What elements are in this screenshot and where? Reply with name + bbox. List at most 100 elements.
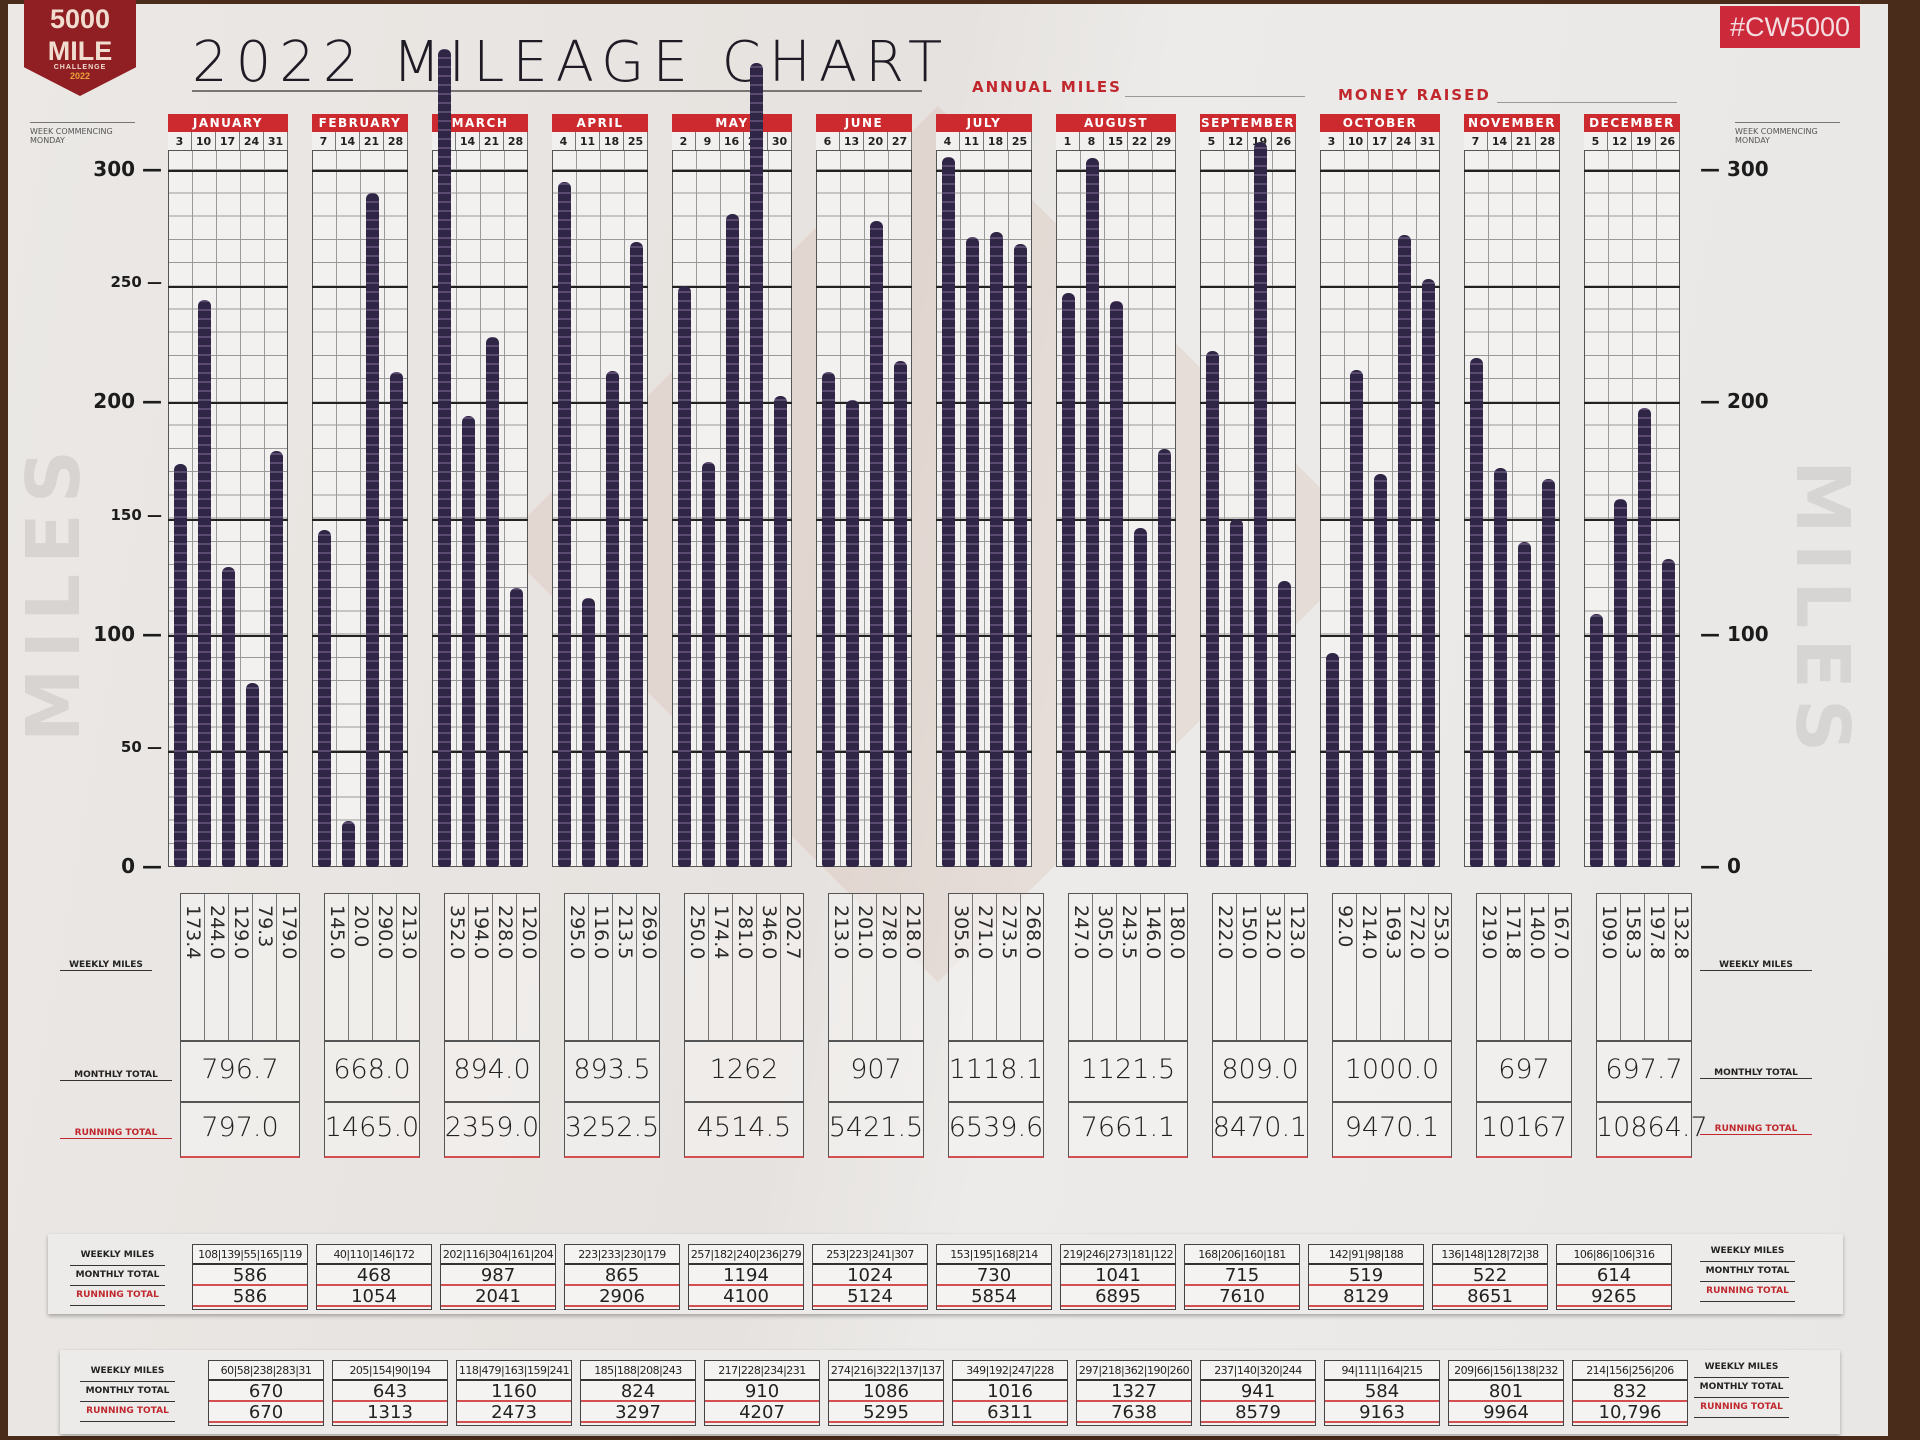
grid-major-line bbox=[936, 634, 1032, 637]
left-axis-tick-label: 150 — bbox=[110, 505, 162, 524]
label-weekly-miles: WEEKLY MILES bbox=[60, 960, 152, 971]
week-date-label: 14 bbox=[336, 132, 360, 151]
previous-running-total: 9265 bbox=[1557, 1286, 1671, 1307]
running-total-value: 1465.0 bbox=[324, 1112, 420, 1143]
previous-month-table: 40|110|146|172 468 1054 bbox=[316, 1244, 432, 1310]
weekly-miles-box bbox=[1476, 893, 1572, 1041]
weekly-mileage-bar bbox=[510, 588, 523, 867]
left-axis-tick-label: 0 — bbox=[121, 854, 162, 878]
previous-weekly-miles: 349|192|247|228 bbox=[953, 1361, 1067, 1381]
grid-major-line bbox=[1464, 518, 1560, 521]
previous-monthly-total: 832 bbox=[1573, 1381, 1687, 1402]
monthly-total-box bbox=[180, 1041, 300, 1102]
label-monthly-total-right: MONTHLY TOTAL bbox=[1694, 1378, 1789, 1398]
weekly-mileage-bar bbox=[246, 682, 259, 867]
previous-weekly-miles: 185|188|208|243 bbox=[581, 1361, 695, 1381]
week-date-label: 21 bbox=[1512, 132, 1536, 151]
previous-month-table: 168|206|160|181 715 7610 bbox=[1184, 1244, 1300, 1310]
weekly-mileage-bar bbox=[678, 286, 691, 867]
weekly-miles-value: 169.3 bbox=[1382, 905, 1404, 960]
week-date-label: 6 bbox=[816, 132, 840, 151]
weekly-mileage-bar bbox=[1518, 541, 1531, 867]
weekly-miles-value: 218.0 bbox=[902, 905, 924, 960]
weekly-miles-value: 243.5 bbox=[1118, 905, 1140, 960]
week-date-label: 26 bbox=[1272, 132, 1296, 151]
previous-monthly-total: 910 bbox=[705, 1381, 819, 1402]
previous-month-table: 205|154|90|194 643 1313 bbox=[332, 1360, 448, 1426]
weekly-miles-value: 271.0 bbox=[974, 905, 996, 960]
week-date-label: 7 bbox=[1464, 132, 1488, 151]
previous-running-total: 2041 bbox=[441, 1286, 555, 1307]
previous-weekly-miles: 217|228|234|231 bbox=[705, 1361, 819, 1381]
weekly-mileage-bar bbox=[1350, 369, 1363, 867]
running-total-box bbox=[324, 1102, 420, 1158]
week-date-label: 28 bbox=[384, 132, 408, 151]
weekly-miles-value: 158.3 bbox=[1622, 905, 1644, 960]
running-total-box bbox=[1212, 1102, 1308, 1158]
weekly-miles-box bbox=[1068, 893, 1188, 1041]
weekly-mileage-bar bbox=[1086, 158, 1099, 867]
weekly-miles-value: 109.0 bbox=[1598, 905, 1620, 960]
money-raised-line bbox=[1497, 102, 1677, 103]
weekly-mileage-bar bbox=[1158, 448, 1171, 867]
weekly-miles-value: 150.0 bbox=[1238, 905, 1260, 960]
previous-running-total: 9964 bbox=[1449, 1402, 1563, 1423]
previous-monthly-total: 801 bbox=[1449, 1381, 1563, 1402]
grid-major-line bbox=[672, 170, 792, 173]
week-date-label: 28 bbox=[504, 132, 528, 151]
weekly-miles-value: 180.0 bbox=[1166, 905, 1188, 960]
week-date-label: 25 bbox=[624, 132, 648, 151]
grid-major-line bbox=[1584, 634, 1680, 637]
money-raised-label: MONEY RAISED bbox=[1338, 86, 1491, 104]
week-date-label: 4 bbox=[552, 132, 576, 151]
weekly-miles-value: 222.0 bbox=[1214, 905, 1236, 960]
right-axis-tick-label: — 100 bbox=[1700, 621, 1769, 646]
previous-running-total: 670 bbox=[209, 1402, 323, 1423]
grid-major-line bbox=[432, 402, 528, 405]
previous-running-total: 10,796 bbox=[1573, 1402, 1687, 1423]
previous-running-total: 8579 bbox=[1201, 1402, 1315, 1423]
weekly-miles-value: 197.8 bbox=[1646, 905, 1668, 960]
previous-running-total: 2906 bbox=[565, 1286, 679, 1307]
grid-major-line bbox=[816, 634, 912, 637]
grid-major-line bbox=[312, 170, 408, 173]
left-axis-tick-label: 250 — bbox=[110, 273, 162, 292]
weekly-miles-value: 244.0 bbox=[206, 905, 228, 960]
monthly-total-value: 697.7 bbox=[1605, 1054, 1683, 1085]
month-header: MAY bbox=[672, 114, 792, 132]
previous-weekly-miles: 274|216|322|137|137 bbox=[829, 1361, 943, 1381]
previous-month-table: 118|479|163|159|241 1160 2473 bbox=[456, 1360, 572, 1426]
running-total-box bbox=[1476, 1102, 1572, 1158]
week-date-label: 3 bbox=[1320, 132, 1344, 151]
label-monthly-total: MONTHLY TOTAL bbox=[80, 1382, 175, 1402]
previous-weekly-miles: 202|116|304|161|204 bbox=[441, 1245, 555, 1265]
grid-major-line bbox=[1464, 634, 1560, 637]
monthly-total-box bbox=[324, 1041, 420, 1102]
week-date-label: 28 bbox=[1536, 132, 1560, 151]
week-commencing-right: WEEK COMMENCING MONDAY bbox=[1735, 122, 1840, 145]
week-date-label: 31 bbox=[264, 132, 288, 151]
monthly-total-box bbox=[1476, 1041, 1572, 1102]
month-header: MARCH bbox=[432, 114, 528, 132]
weekly-miles-value: 295.0 bbox=[566, 905, 588, 960]
logo-year: 2022 bbox=[69, 71, 91, 81]
previous-weekly-miles: 237|140|320|244 bbox=[1201, 1361, 1315, 1381]
previous-month-table: 217|228|234|231 910 4207 bbox=[704, 1360, 820, 1426]
running-total-value: 6539.6 bbox=[948, 1112, 1044, 1143]
weekly-miles-value: 290.0 bbox=[374, 905, 396, 960]
week-date-label: 3 bbox=[168, 132, 192, 151]
grid-major-line bbox=[816, 518, 912, 521]
grid-major-line bbox=[312, 634, 408, 637]
weekly-miles-box bbox=[180, 893, 300, 1041]
monthly-total-value: 668.0 bbox=[333, 1054, 411, 1085]
previous-monthly-total: 1194 bbox=[689, 1265, 803, 1286]
previous-monthly-total: 1086 bbox=[829, 1381, 943, 1402]
previous-running-total: 4207 bbox=[705, 1402, 819, 1423]
grid-major-line bbox=[432, 286, 528, 289]
grid-major-line bbox=[816, 170, 912, 173]
weekly-mileage-bar bbox=[966, 237, 979, 867]
weekly-miles-value: 272.0 bbox=[1406, 905, 1428, 960]
month-header: NOVEMBER bbox=[1464, 114, 1560, 132]
previous-running-total: 7610 bbox=[1185, 1286, 1299, 1307]
grid-major-line bbox=[1320, 402, 1440, 405]
